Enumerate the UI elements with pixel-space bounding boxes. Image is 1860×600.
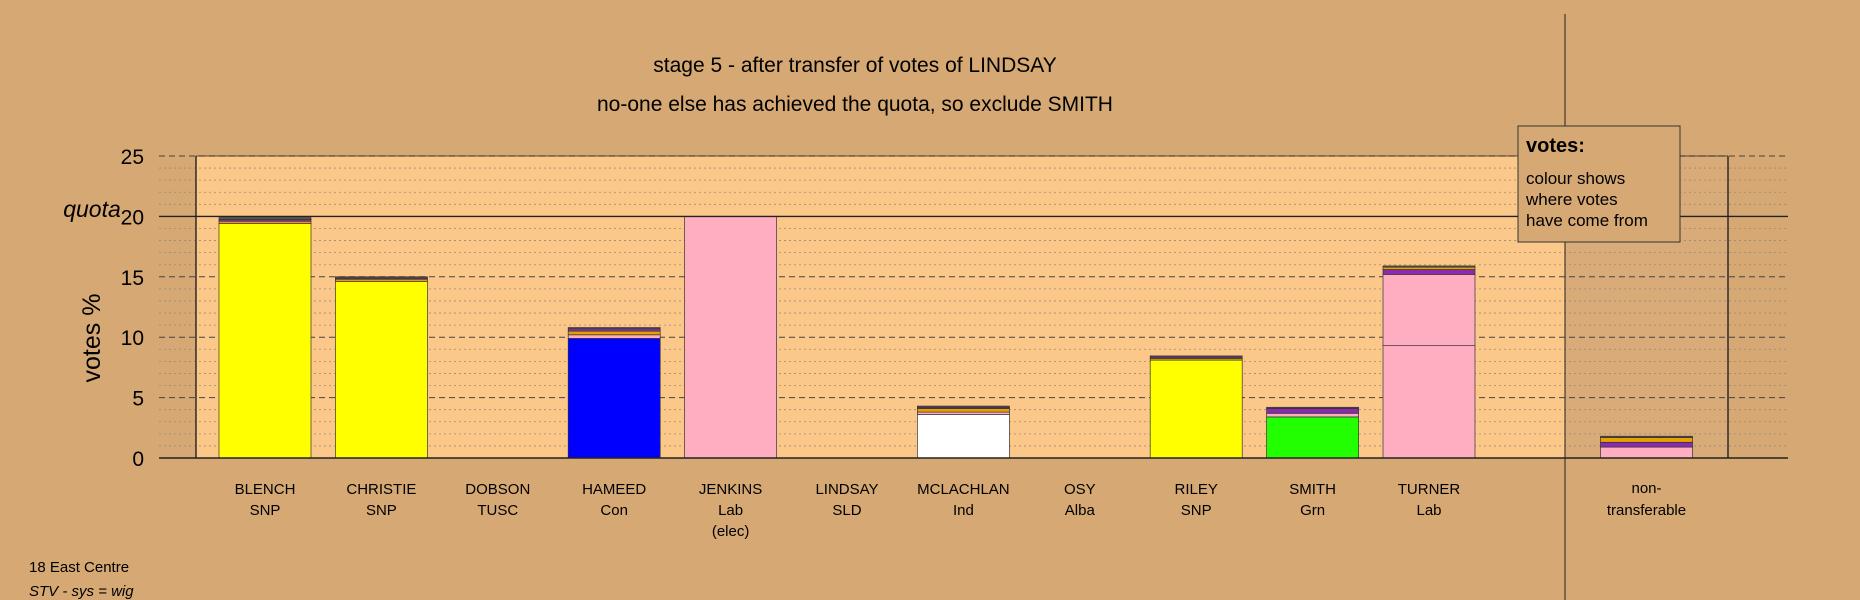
candidate-name: LINDSAY [815, 481, 878, 498]
candidate-party: Grn [1300, 502, 1325, 519]
y-tick-label: 15 [121, 267, 144, 290]
legend-box [1517, 125, 1681, 243]
bar-blench-segment [218, 220, 312, 224]
candidate-party: SNP [366, 502, 397, 519]
candidate-party: TUSC [477, 502, 518, 519]
candidate-party: Lab [718, 502, 743, 519]
candidate-party: SNP [1181, 502, 1212, 519]
candidate-name: TURNER [1398, 481, 1461, 498]
bar-nontransferable-segment [1600, 441, 1693, 448]
bar-turner-segment [1382, 266, 1476, 270]
bar-mclachlan-segment [917, 414, 1010, 459]
bar-christie-segment [335, 281, 428, 459]
y-tick-labels: 0 5 10 15 20 25 [121, 146, 144, 471]
candidate-party: Con [600, 502, 628, 519]
candidate-status: (elec) [712, 523, 750, 540]
bar-christie-segment [335, 278, 428, 282]
nontransferable-label: transferable [1607, 502, 1686, 519]
bar-hameed-segment [567, 328, 661, 332]
bar-nontransferable-segment [1600, 446, 1693, 459]
footer-system: STV - sys = wig [29, 583, 134, 600]
candidate-name: MCLACHLAN [917, 481, 1010, 498]
bar-turner-segment [1382, 265, 1476, 268]
chart-title: stage 5 - after transfer of votes of LIN… [653, 54, 1056, 77]
candidate-party: SNP [250, 502, 281, 519]
footer-ward: 18 East Centre [29, 559, 129, 576]
bar-smith-segment [1266, 406, 1359, 409]
quota-label: quota [63, 196, 121, 222]
bar-smith-segment [1266, 408, 1359, 414]
bar-turner-segment [1382, 269, 1476, 275]
candidate-name: BLENCH [235, 481, 296, 498]
bar-christie-segment [335, 276, 428, 279]
bar-blench-segment [218, 223, 312, 459]
bars [218, 216, 1693, 459]
bar-nontransferable-segment [1600, 435, 1693, 438]
legend-line: where votes [1525, 190, 1618, 209]
y-axis-label: votes % [78, 294, 106, 383]
candidate-name: RILEY [1175, 481, 1218, 498]
bar-hameed-segment [567, 327, 661, 330]
bar-smith-segment [1266, 416, 1359, 459]
bar-mclachlan-segment [917, 408, 1010, 413]
candidate-name: DOBSON [465, 481, 530, 498]
bar-mclachlan-segment [917, 411, 1010, 415]
candidate-party: SLD [832, 502, 861, 519]
bar-hameed-segment [567, 334, 661, 339]
gridlines [159, 155, 1788, 447]
bar-nontransferable-segment [1600, 437, 1693, 443]
bar-turner-segment [1382, 274, 1476, 347]
bar-hameed-segment [567, 338, 661, 459]
axis-lines [159, 14, 1788, 600]
bar-jenkins-segment [684, 216, 777, 459]
bar-riley-segment [1149, 359, 1243, 459]
y-tick-label: 10 [121, 327, 144, 350]
legend-title: votes: [1526, 135, 1585, 157]
candidate-name: JENKINS [699, 481, 762, 498]
candidate-name: SMITH [1289, 481, 1336, 498]
y-tick-label: 20 [121, 206, 144, 229]
candidate-labels: BLENCH SNP CHRISTIE SNP DOBSON TUSC HAMEED Con J… [235, 480, 1687, 540]
bar-blench-segment [218, 217, 312, 220]
y-tick-label: 5 [132, 388, 144, 411]
y-tick-label: 0 [132, 448, 144, 471]
legend: votes: colour shows where votes have com… [1517, 125, 1681, 243]
chart-subtitle: no-one else has achieved the quota, so e… [597, 93, 1113, 116]
bar-turner-segment [1382, 345, 1476, 459]
bar-riley-segment [1149, 355, 1243, 358]
candidate-name: CHRISTIE [346, 481, 416, 498]
candidate-party: Alba [1065, 502, 1096, 519]
candidate-party: Ind [953, 502, 974, 519]
candidate-name: OSY [1064, 481, 1096, 498]
bar-smith-segment [1266, 412, 1359, 418]
legend-line: colour shows [1526, 169, 1625, 188]
candidate-party: Lab [1416, 502, 1441, 519]
nontransferable-label: non- [1631, 480, 1661, 497]
y-tick-label: 25 [121, 146, 144, 169]
bar-hameed-segment [567, 330, 661, 336]
legend-line: have come from [1526, 211, 1648, 230]
bar-mclachlan-segment [917, 405, 1010, 408]
candidate-name: HAMEED [582, 481, 646, 498]
